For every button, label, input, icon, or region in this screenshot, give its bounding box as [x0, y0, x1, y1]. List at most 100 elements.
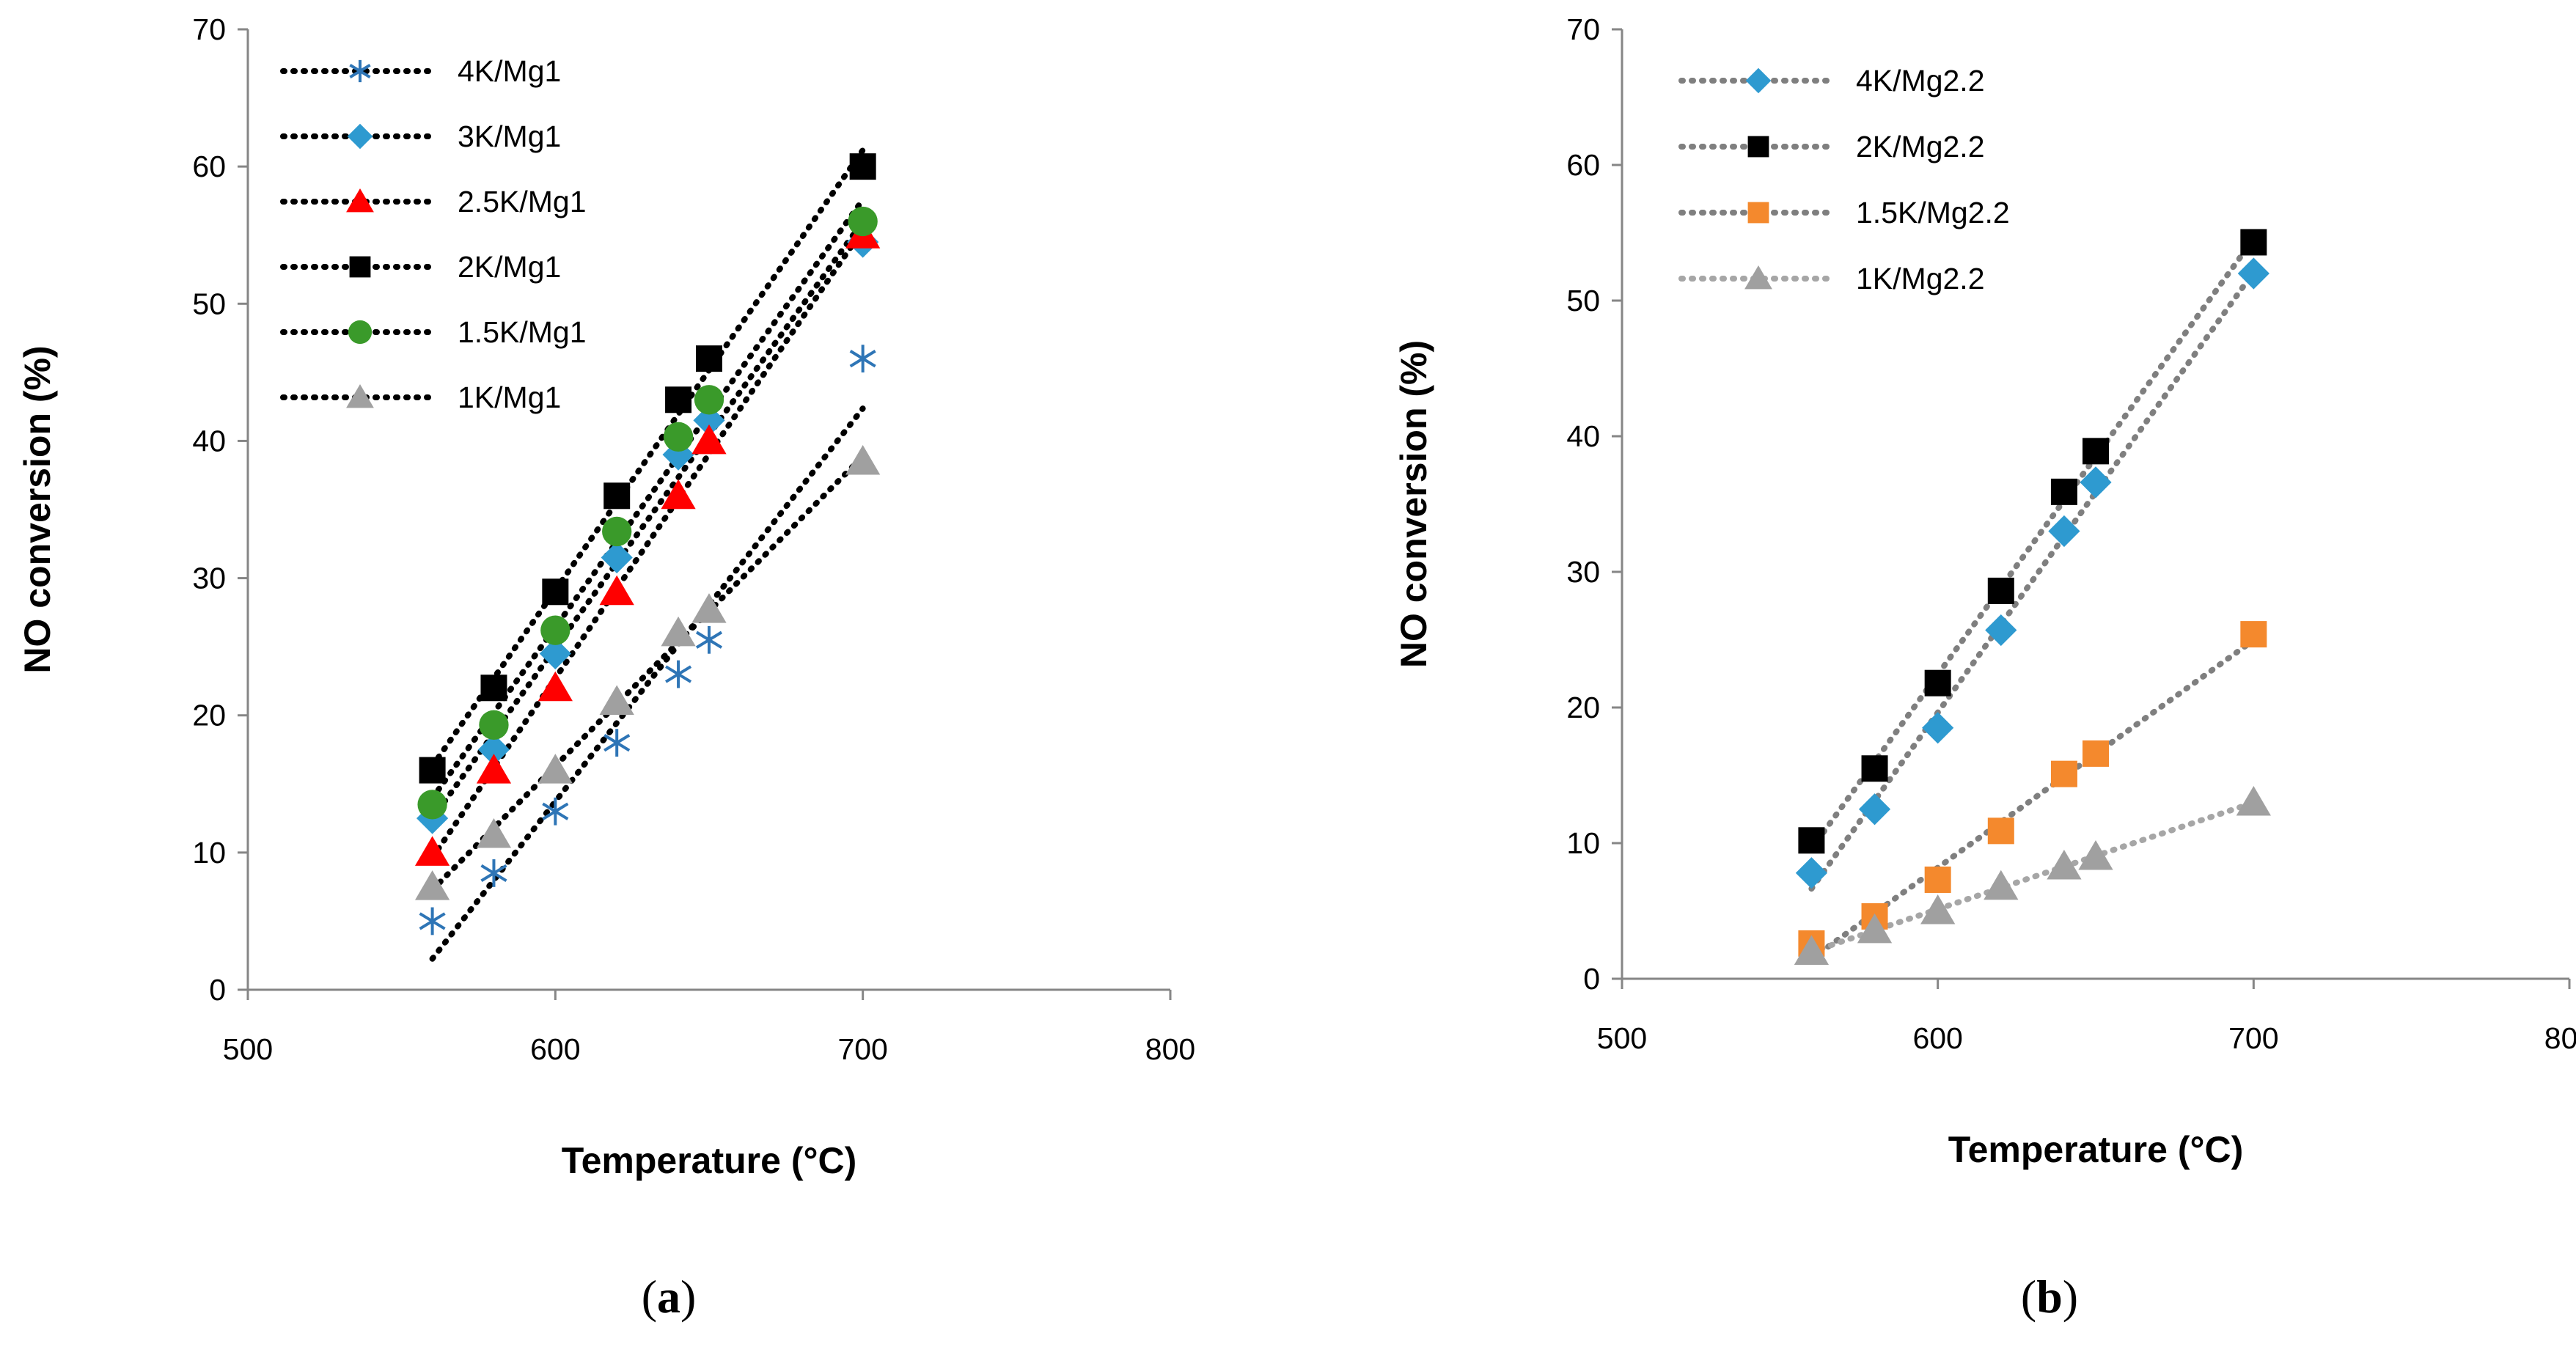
data-point: [2083, 740, 2109, 767]
data-point: [2047, 849, 2082, 880]
data-point: [602, 516, 632, 547]
legend-label: 1K/Mg2.2: [1856, 262, 1985, 295]
panel-caption: (b): [2021, 1271, 2078, 1323]
chart-panel-b: 0 10 20 30 40 50 60 70 500 600 700 800 Temperature (…: [1393, 12, 2576, 1323]
data-point: [476, 754, 512, 784]
data-point: [599, 685, 634, 715]
y-tick-label: 0: [209, 973, 226, 1007]
legend-marker: [349, 59, 371, 83]
data-point: [537, 754, 573, 784]
data-point: [417, 790, 447, 820]
data-point: [1985, 614, 2017, 647]
y-tick-label: 60: [1566, 148, 1600, 182]
y-axis-label: NO conversion (%): [17, 345, 58, 673]
data-point: [1858, 793, 1891, 826]
series-1-5k-mg2-2: [1798, 621, 2267, 957]
data-point: [662, 438, 694, 471]
data-point: [539, 637, 571, 670]
legend-marker: [1747, 136, 1769, 158]
data-point: [2236, 786, 2271, 816]
data-point: [1987, 817, 2014, 845]
data-point: [848, 206, 878, 237]
caption-close: ): [2063, 1271, 2078, 1323]
data-point: [1924, 669, 1951, 696]
caption-open: (: [642, 1271, 657, 1323]
series-4k-mg2-2: [1795, 257, 2269, 889]
data-point: [696, 345, 722, 372]
panel-caption: (a): [642, 1271, 697, 1323]
y-tick-label: 0: [1583, 962, 1600, 996]
y-tick-label: 30: [1566, 555, 1600, 589]
trendline-1-5k-mg1: [429, 196, 866, 801]
data-point: [691, 593, 727, 623]
legend-label: 2K/Mg1: [458, 250, 561, 284]
data-point-stroke: [849, 350, 876, 368]
data-point: [693, 404, 725, 436]
data-point-stroke: [665, 665, 692, 683]
legend-marker: [1744, 265, 1772, 290]
series-1k-mg2-2: [1794, 786, 2271, 965]
data-point: [1984, 870, 2019, 900]
data-point: [542, 578, 569, 606]
x-tick-label: 800: [2544, 1021, 2576, 1055]
legend-label: 2K/Mg2.2: [1856, 130, 1985, 163]
legend-label: 1.5K/Mg1: [458, 315, 587, 349]
legend-marker: [348, 320, 373, 345]
x-tick-label: 700: [2228, 1021, 2278, 1055]
x-axis-label: Temperature (°C): [1948, 1129, 2243, 1170]
data-point: [1794, 935, 1830, 965]
y-tick-label: 20: [192, 699, 226, 732]
y-tick-label: 20: [1566, 691, 1600, 724]
x-tick-label: 800: [1145, 1032, 1195, 1066]
data-point: [1922, 712, 1954, 744]
legend-marker: [349, 256, 371, 278]
data-point: [540, 615, 570, 645]
data-point: [2078, 840, 2113, 870]
y-tick-label: 40: [1566, 419, 1600, 453]
x-tick-label: 500: [223, 1032, 273, 1066]
x-tick-label: 700: [837, 1032, 887, 1066]
data-point: [414, 836, 450, 866]
data-point: [603, 482, 631, 510]
data-point: [2048, 515, 2080, 548]
x-tick-label: 600: [1912, 1021, 1962, 1055]
data-point: [665, 386, 692, 413]
data-point: [1798, 827, 1825, 854]
legend-marker: [347, 123, 373, 150]
data-point: [1924, 866, 1951, 893]
y-tick-label: 50: [192, 287, 226, 320]
series-1-5k-mg1: [417, 206, 878, 820]
y-tick-label: 30: [192, 562, 226, 595]
data-point: [603, 729, 631, 757]
data-point: [601, 541, 633, 574]
legend-marker: [1745, 67, 1772, 94]
data-point-stroke: [603, 734, 631, 752]
trendline-2k-mg2-2: [1808, 235, 2257, 852]
caption-open: (: [2021, 1271, 2036, 1323]
trendline-1k-mg2-2: [1808, 799, 2257, 955]
series-4k-mg1: [419, 345, 876, 936]
data-point: [2083, 438, 2109, 465]
data-point: [542, 797, 569, 826]
data-point: [2237, 257, 2269, 290]
data-point-stroke: [419, 912, 446, 930]
legend-label: 4K/Mg1: [458, 54, 561, 88]
legend-label: 4K/Mg2.2: [1856, 64, 1985, 98]
data-point: [2240, 621, 2267, 648]
data-point: [695, 625, 723, 654]
series-2k-mg1: [419, 153, 876, 784]
data-point: [1861, 755, 1888, 782]
legend-label: 3K/Mg1: [458, 120, 561, 153]
legend-marker: [346, 188, 374, 213]
legend-marker: [1747, 202, 1769, 224]
data-point: [479, 710, 509, 740]
data-point: [2050, 760, 2077, 787]
y-tick-label: 10: [1566, 826, 1600, 860]
data-point: [845, 445, 881, 475]
data-point-stroke: [480, 864, 507, 883]
caption-letter: a: [657, 1271, 680, 1323]
y-tick-label: 50: [1566, 284, 1600, 317]
x-tick-label: 500: [1597, 1021, 1647, 1055]
data-point: [1795, 857, 1827, 889]
